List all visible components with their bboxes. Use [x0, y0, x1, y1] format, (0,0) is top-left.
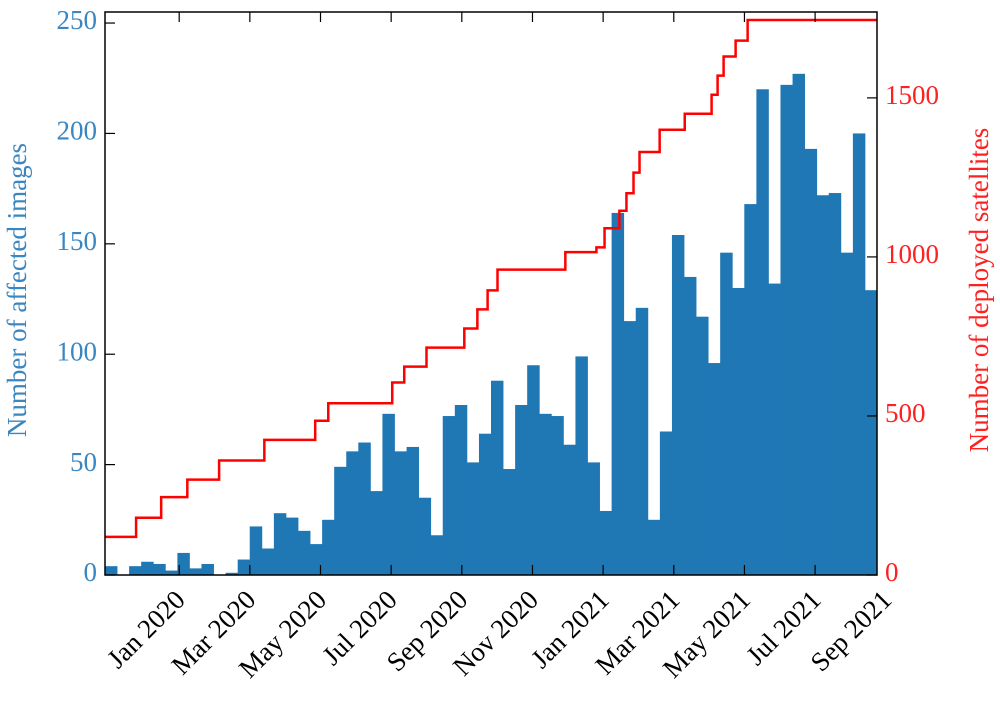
bar — [346, 451, 359, 575]
y2-tick-label: 1500 — [885, 80, 939, 110]
bar — [298, 530, 311, 575]
bar — [225, 572, 239, 575]
bar — [515, 404, 528, 575]
bar — [406, 446, 420, 575]
bar — [129, 566, 142, 575]
bar — [539, 413, 552, 575]
bar — [804, 148, 818, 575]
bar — [864, 290, 878, 575]
bar — [201, 563, 214, 575]
y-tick-label: 200 — [57, 116, 98, 146]
bar — [394, 451, 407, 575]
bar — [442, 416, 456, 575]
y2-tick-label: 500 — [885, 398, 926, 428]
bar — [503, 469, 516, 575]
bar — [273, 513, 287, 575]
bar — [285, 517, 299, 575]
bar — [165, 570, 178, 575]
bar — [720, 252, 733, 575]
y2-axis-label: Number of deployed satellites — [964, 128, 994, 453]
bar — [563, 444, 576, 575]
bar — [611, 212, 625, 575]
bar — [623, 321, 637, 575]
bar — [466, 462, 480, 575]
bar — [153, 563, 166, 575]
bar — [599, 510, 613, 575]
bar — [780, 84, 793, 575]
bar — [322, 519, 335, 575]
bar — [261, 548, 275, 575]
bar — [708, 363, 721, 575]
y2-tick-label: 0 — [885, 557, 899, 587]
bar — [684, 276, 697, 575]
bar — [358, 442, 371, 575]
bar — [792, 73, 806, 575]
bar — [587, 462, 600, 575]
bar — [454, 404, 468, 575]
bar — [491, 380, 504, 575]
bar — [551, 416, 564, 575]
bar — [635, 307, 649, 575]
bar — [756, 89, 769, 576]
bar — [310, 544, 323, 575]
bar — [478, 433, 492, 575]
y2-tick-label: 1000 — [885, 239, 939, 269]
y-tick-label: 0 — [84, 557, 98, 587]
y-tick-label: 250 — [57, 5, 98, 35]
bar — [816, 195, 830, 575]
step-line — [105, 18, 877, 539]
bar — [659, 431, 673, 575]
bar — [105, 566, 118, 575]
bar — [249, 526, 263, 575]
y-tick-label: 100 — [57, 336, 98, 366]
y-tick-label: 150 — [57, 226, 98, 256]
y-axis-label: Number of affected images — [2, 143, 32, 437]
bar — [840, 252, 854, 575]
bar — [828, 193, 842, 575]
bar — [177, 552, 190, 575]
bar — [418, 497, 432, 575]
bar — [732, 287, 745, 575]
bar — [189, 568, 202, 575]
bar — [696, 316, 709, 575]
bar — [744, 204, 757, 576]
bar — [237, 559, 251, 575]
bar — [647, 519, 661, 575]
bar — [527, 365, 540, 575]
bar — [141, 561, 154, 575]
bar — [852, 133, 866, 575]
bar — [671, 234, 685, 575]
bar — [370, 491, 383, 575]
bar — [768, 283, 781, 575]
plot-frame — [104, 11, 878, 576]
bar — [382, 413, 395, 575]
bar — [430, 535, 444, 575]
bar — [334, 466, 347, 575]
bar — [575, 356, 588, 575]
y-tick-label: 50 — [70, 447, 97, 477]
